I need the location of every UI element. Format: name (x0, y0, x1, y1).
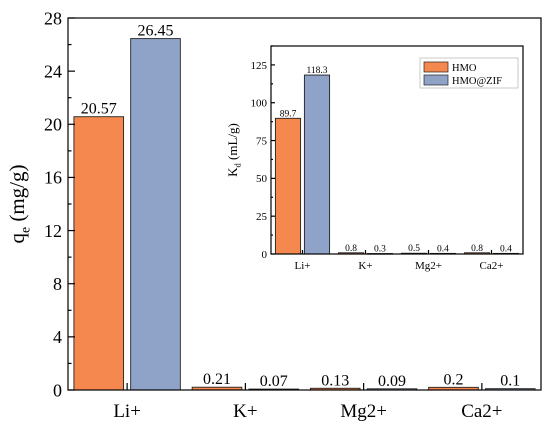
data-label: 0.09 (378, 373, 406, 390)
data-label: 26.45 (138, 23, 174, 40)
data-label: 0.2 (444, 371, 464, 388)
data-label: 0.4 (500, 244, 512, 254)
y-axis-label-main: K (225, 167, 240, 177)
y-tick-label: 0 (53, 380, 62, 400)
plot-frame (270, 45, 524, 255)
y-tick-label: 50 (256, 173, 268, 185)
y-axis-label-main: q (5, 232, 29, 243)
y-tick-label: 8 (53, 274, 62, 294)
y-axis-label-unit: (mg/g) (5, 165, 29, 227)
y-tick-label: 20 (44, 115, 62, 135)
data-label: 0.4 (437, 244, 449, 254)
legend-label-hmo: HMO (452, 63, 477, 74)
data-label: 0.5 (408, 244, 420, 254)
x-tick-label: Ca2+ (480, 260, 504, 272)
svg-text:qe (mg/g): qe (mg/g) (5, 165, 32, 244)
data-label: 0.8 (345, 244, 357, 254)
y-tick-label: 0 (262, 249, 268, 261)
y-axis-label-unit: (mL/g) (225, 123, 240, 163)
y-tick-label: 25 (256, 211, 268, 223)
x-tick-label: Li+ (295, 260, 311, 272)
legend-swatch-hmo (423, 61, 449, 73)
y-axis-label-sub: d (232, 162, 242, 167)
x-tick-label: Mg2+ (340, 401, 387, 422)
y-axis-label-sub: e (17, 227, 32, 233)
x-tick-label: K+ (233, 401, 257, 422)
bar-hmo-zif-0 (303, 74, 331, 255)
x-tick-label: Li+ (113, 401, 141, 422)
y-axis-label: Kd (mL/g) (225, 123, 242, 177)
y-tick-label: 100 (251, 98, 268, 110)
y-tick-label: 24 (44, 61, 62, 81)
y-tick-label: 75 (256, 135, 268, 147)
bar-hmo-zif-0 (130, 38, 181, 391)
y-tick-label: 4 (53, 327, 62, 347)
data-label: 20.57 (81, 101, 117, 118)
svg-text:Kd (mL/g): Kd (mL/g) (225, 123, 242, 177)
legend-swatch-hmo-zif (423, 74, 449, 86)
y-tick-label: 28 (44, 8, 62, 28)
bar-hmo-0 (73, 116, 125, 391)
y-tick-label: 12 (44, 221, 62, 241)
y-tick-label: 16 (44, 168, 62, 188)
bar-hmo-0 (274, 117, 302, 255)
data-label: 118.3 (306, 66, 327, 76)
data-label: 89.7 (280, 109, 297, 119)
data-label: 0.3 (374, 245, 386, 255)
x-tick-label: Ca2+ (461, 401, 502, 422)
data-label: 0.1 (500, 373, 520, 390)
x-tick-label: Mg2+ (415, 260, 442, 272)
data-label: 0.13 (321, 372, 349, 389)
y-tick-label: 125 (251, 60, 268, 72)
x-tick-label: K+ (358, 260, 372, 272)
y-axis-label: qe (mg/g) (5, 165, 32, 244)
data-label: 0.07 (260, 373, 288, 390)
legend-label-hmo-zif: HMO@ZIF (452, 76, 502, 87)
data-label: 0.21 (203, 371, 231, 388)
data-label: 0.8 (471, 244, 483, 254)
